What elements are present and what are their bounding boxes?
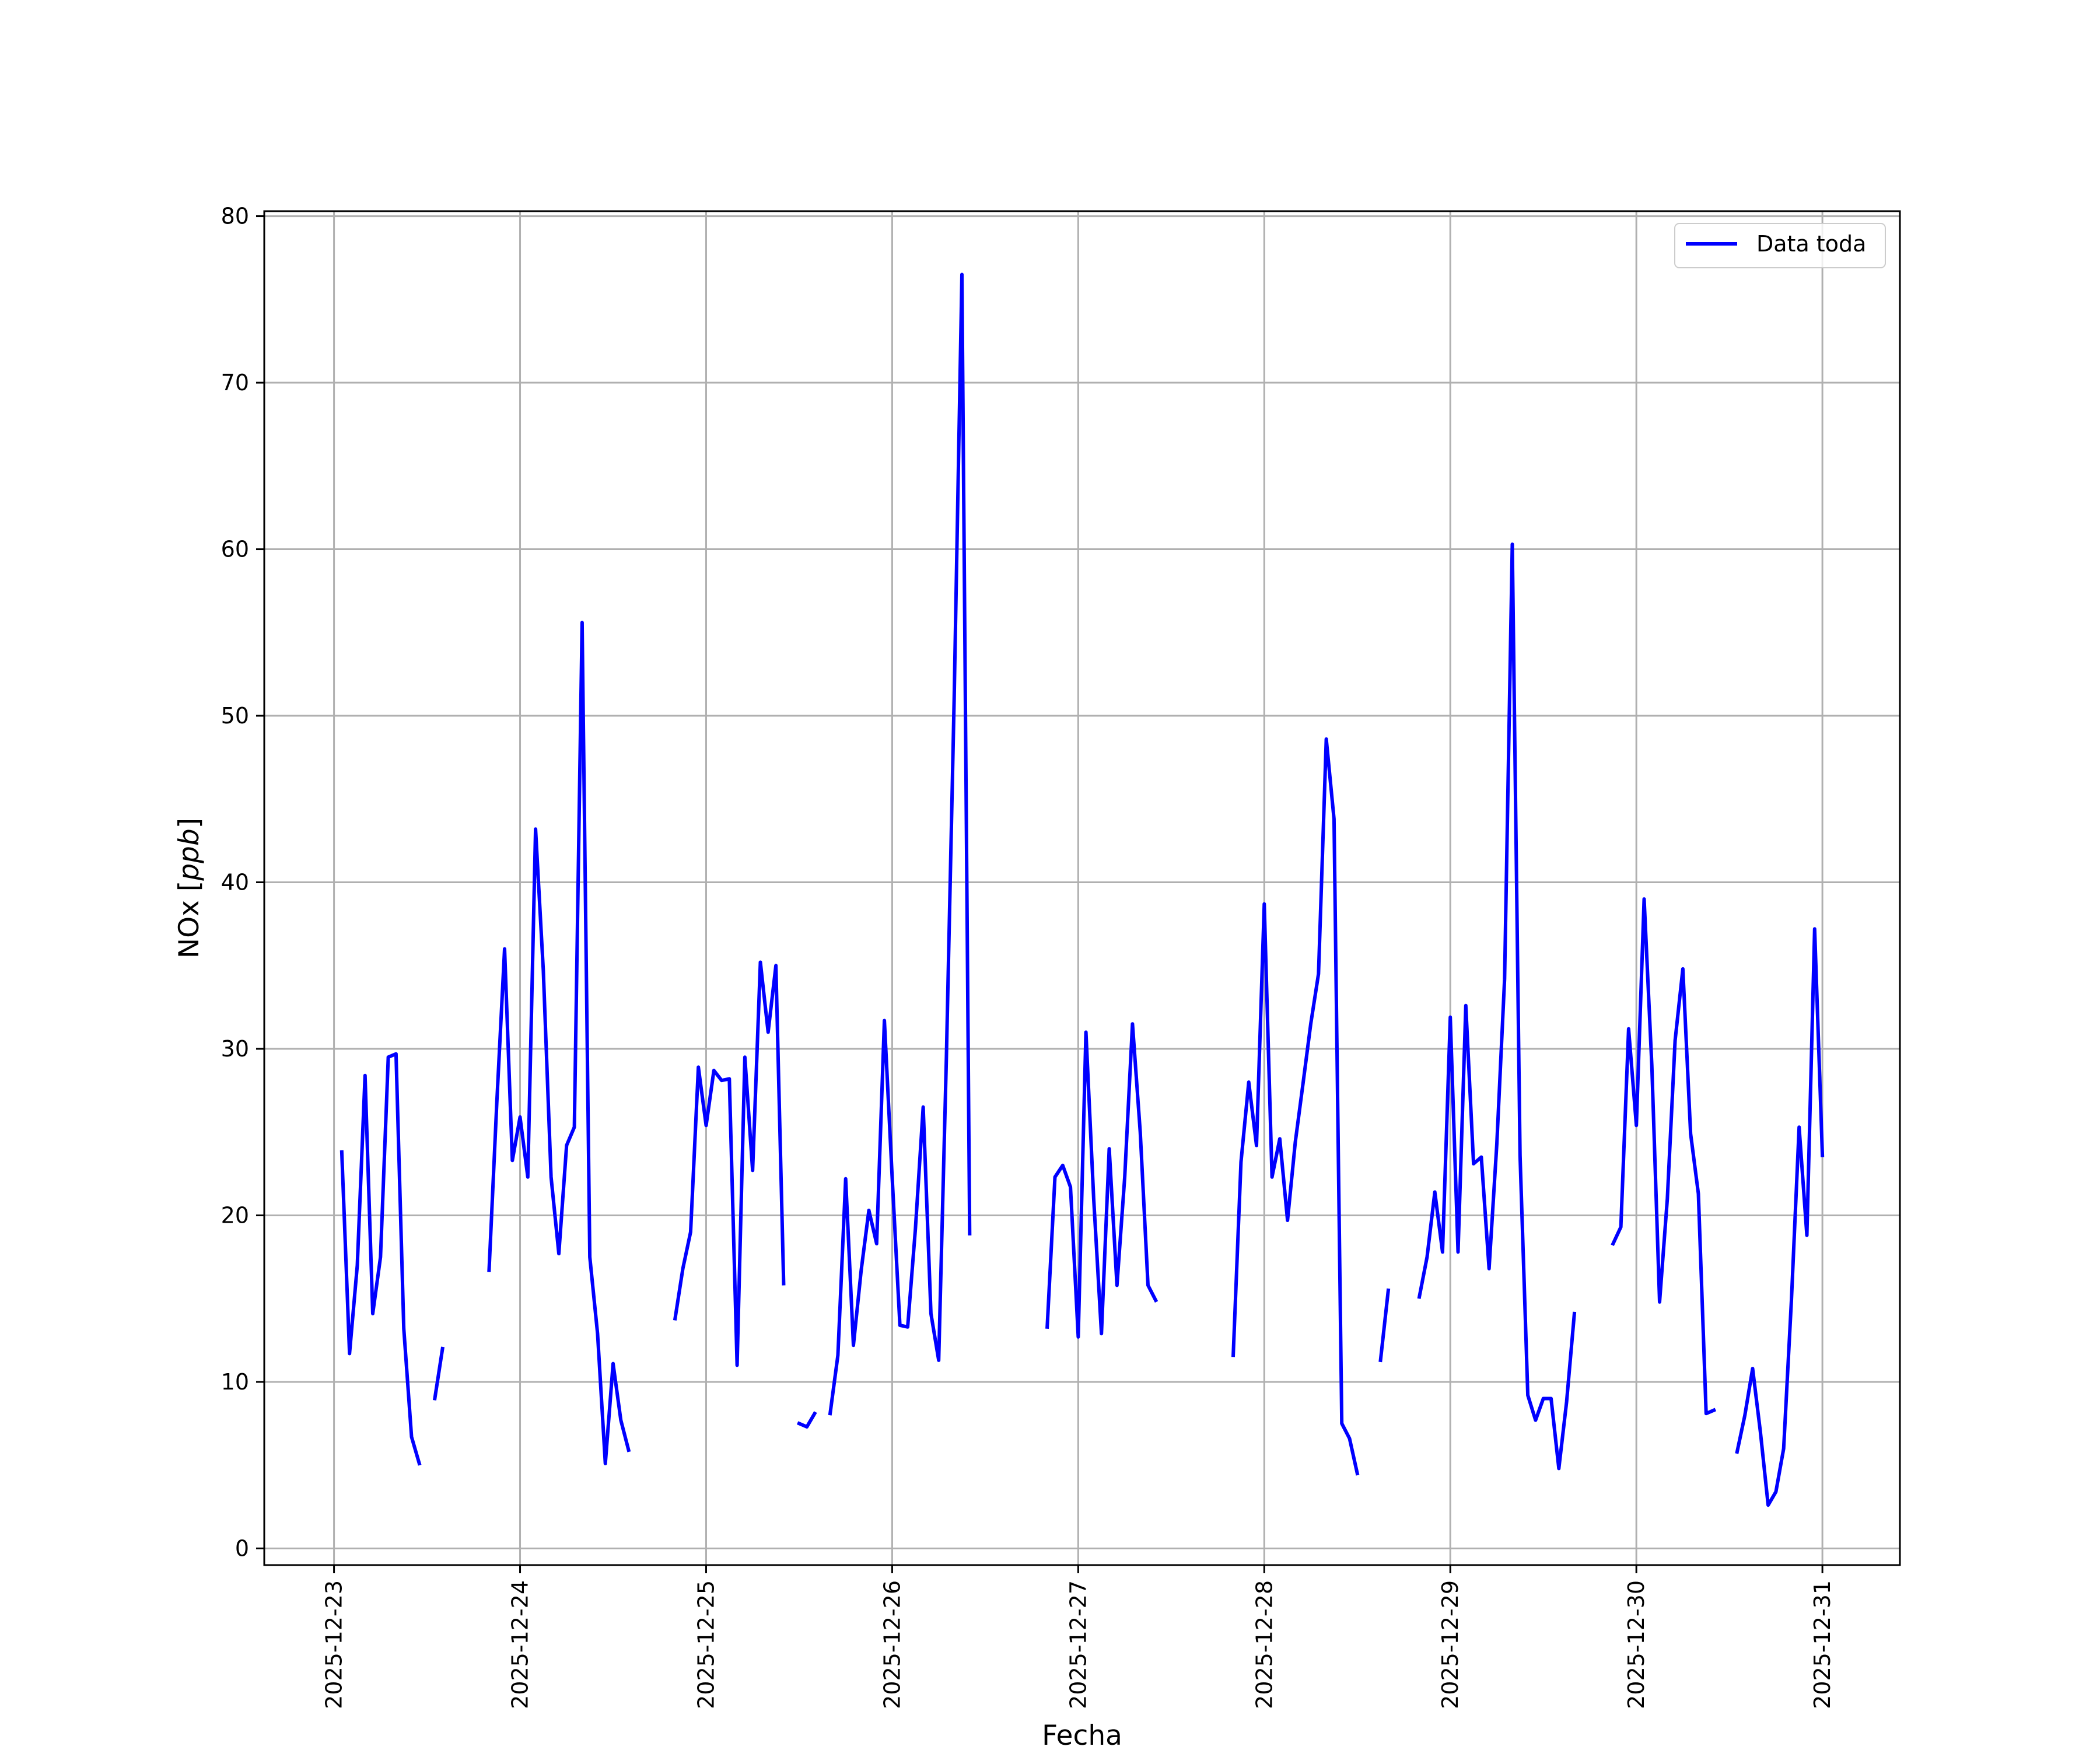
series-line-segment (1231, 737, 1360, 1476)
series-line-segment (340, 1052, 422, 1466)
y-tick-label: 70 (221, 370, 249, 396)
series-lines (340, 272, 1825, 1507)
x-tick-label: 2025-12-25 (693, 1580, 719, 1709)
x-tick-label: 2025-12-28 (1251, 1580, 1277, 1709)
x-tick-label: 2025-12-24 (508, 1580, 533, 1709)
y-axis-label-unit: ppb (173, 828, 205, 881)
x-tick-label: 2025-12-27 (1065, 1580, 1091, 1709)
y-tick-label: 60 (221, 537, 249, 562)
legend-label: Data toda (1756, 231, 1866, 257)
series-line-segment (432, 1346, 445, 1401)
series-line-segment (1378, 1288, 1391, 1363)
x-tick-label: 2025-12-30 (1623, 1580, 1649, 1709)
x-tick-label: 2025-12-26 (879, 1580, 905, 1709)
plot-frame (263, 210, 1901, 1566)
y-tick-label: 0 (235, 1535, 249, 1561)
x-tick-label: 2025-12-31 (1810, 1580, 1835, 1709)
series-line-segment (1735, 927, 1825, 1507)
series-line-segment (1045, 1022, 1158, 1339)
y-axis-label: NOx [ppb] (173, 818, 205, 958)
y-tick-label: 10 (221, 1369, 249, 1395)
legend: Data toda (1674, 223, 1886, 268)
y-tick-label: 40 (221, 870, 249, 895)
y-axis-label-text: NOx (173, 891, 205, 958)
series-line-segment (673, 960, 786, 1367)
series-line-segment (796, 1411, 817, 1429)
x-tick-label: 2025-12-29 (1437, 1580, 1463, 1709)
y-tick-label: 20 (221, 1202, 249, 1228)
legend-box (1674, 223, 1886, 268)
x-tick-label: 2025-12-23 (321, 1580, 347, 1709)
series-line-segment (1611, 897, 1717, 1416)
y-tick-label: 50 (221, 703, 249, 729)
y-tick-label: 80 (221, 204, 249, 229)
axis-ticks: 2025-12-23 2025-12-24 2025-12-25 2025-12-26… (221, 204, 1835, 1709)
series-line-segment (487, 621, 631, 1465)
series-line-segment (828, 272, 972, 1416)
grid (264, 211, 1900, 1565)
series-line-segment (1417, 542, 1577, 1471)
x-axis-label: Fecha (1042, 1720, 1122, 1750)
y-tick-label: 30 (221, 1036, 249, 1062)
